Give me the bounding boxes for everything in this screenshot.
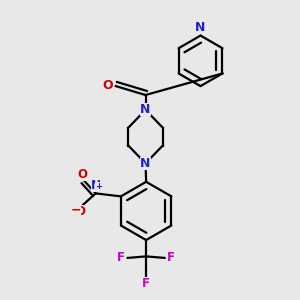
Text: +: +: [95, 182, 102, 191]
Text: −: −: [70, 203, 81, 217]
Text: N: N: [91, 179, 100, 193]
Text: O: O: [102, 79, 113, 92]
Text: F: F: [117, 251, 125, 264]
Text: F: F: [142, 277, 150, 290]
Text: N: N: [140, 157, 151, 170]
Text: O: O: [76, 205, 86, 218]
Text: F: F: [167, 251, 175, 264]
Text: N: N: [140, 103, 151, 116]
Text: O: O: [78, 168, 88, 181]
Text: N: N: [195, 21, 206, 34]
